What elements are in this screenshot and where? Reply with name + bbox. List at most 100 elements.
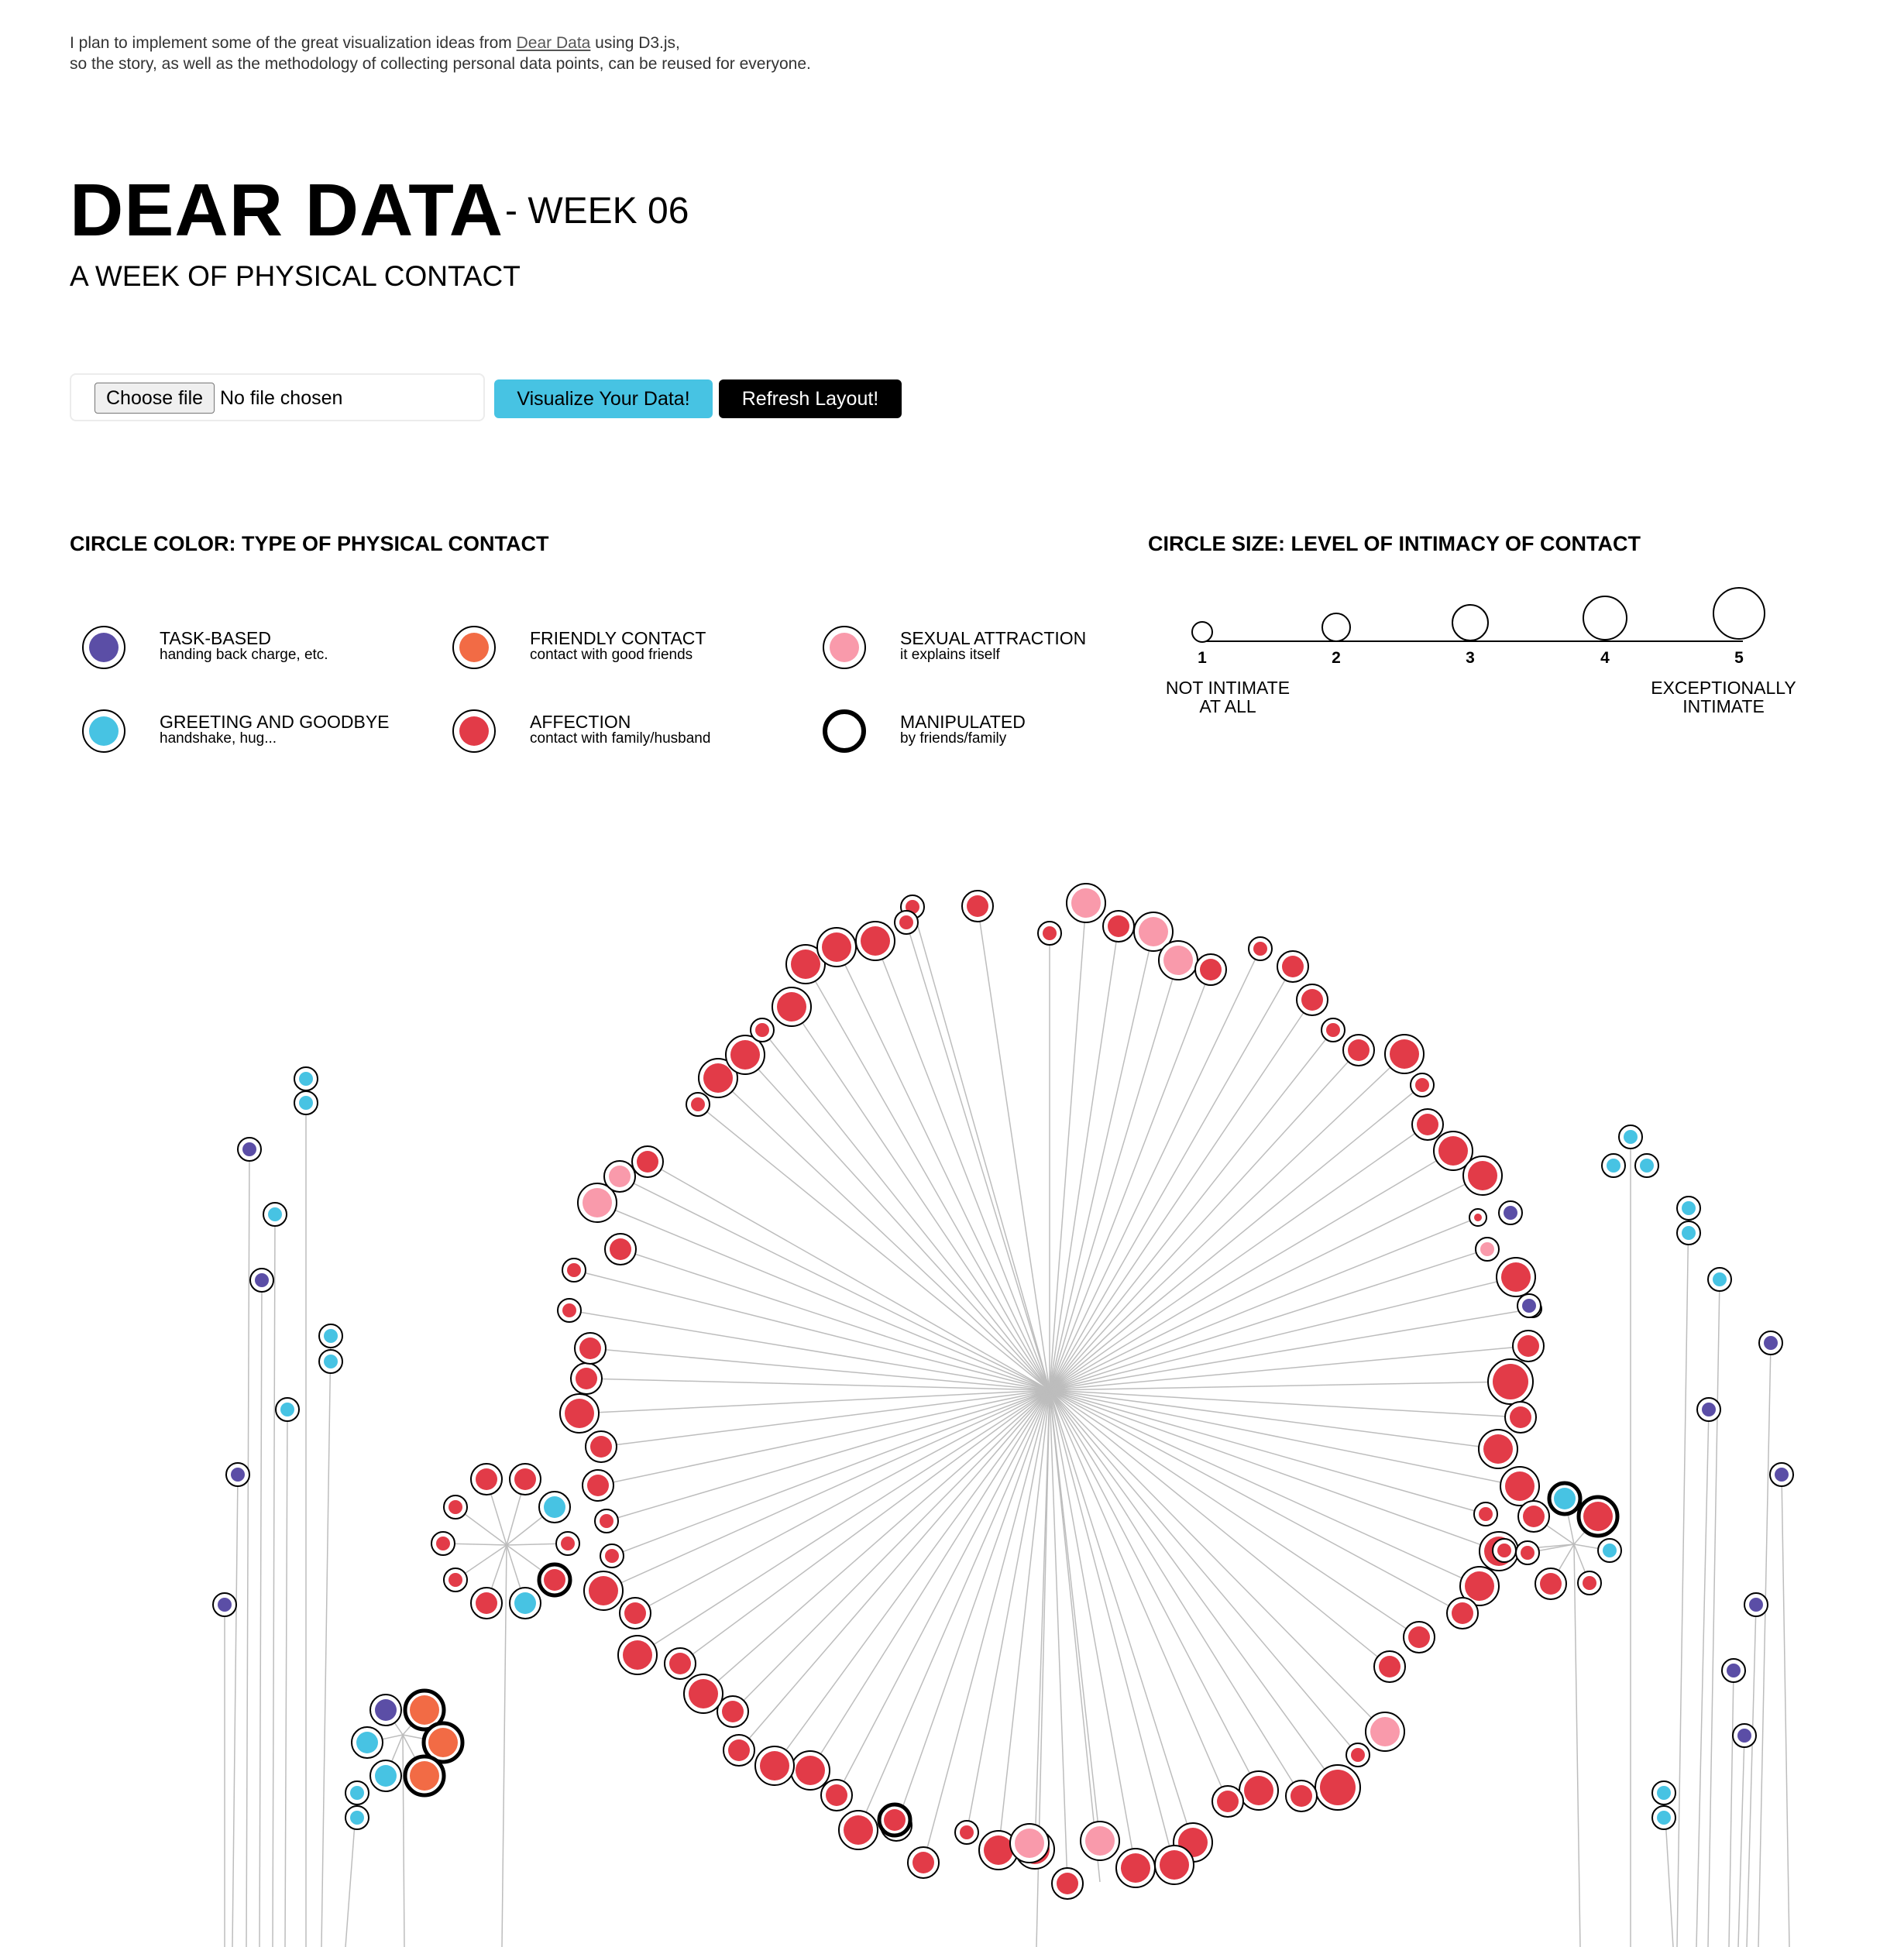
contact-node-affection[interactable] [1577,1571,1602,1595]
contact-node-greeting[interactable] [1547,1481,1583,1516]
contact-node-greeting[interactable] [294,1090,318,1115]
contact-node-affection[interactable] [1051,1867,1084,1900]
contact-node-affection[interactable] [1535,1568,1567,1600]
contact-node-greeting[interactable] [275,1397,300,1422]
contact-node-affection[interactable] [1346,1743,1370,1767]
contact-node-affection[interactable] [664,1647,696,1680]
contact-node-affection[interactable] [1248,936,1273,961]
contact-node-affection[interactable] [617,1635,658,1675]
contact-node-greeting[interactable] [294,1066,318,1091]
contact-node-affection[interactable] [431,1531,455,1556]
contact-node-affection[interactable] [1373,1650,1406,1683]
contact-node-task[interactable] [1769,1462,1794,1487]
contact-node-affection[interactable] [816,927,857,967]
contact-node-affection[interactable] [750,1018,775,1042]
contact-node-affection[interactable] [1459,1566,1500,1606]
contact-node-affection[interactable] [631,1145,664,1178]
contact-node-greeting[interactable] [1651,1805,1676,1830]
contact-node-sexual[interactable] [603,1160,636,1193]
contact-node-sexual[interactable] [1365,1712,1405,1752]
contact-node-affection[interactable] [555,1531,580,1556]
contact-node-affection[interactable] [570,1362,603,1395]
contact-node-affection[interactable] [717,1695,749,1728]
contact-node-affection[interactable] [1115,1848,1156,1888]
contact-node-affection[interactable] [1321,1018,1346,1042]
contact-node-affection[interactable] [537,1562,572,1598]
contact-node-task[interactable] [1758,1331,1783,1355]
contact-node-affection[interactable] [1473,1502,1498,1526]
contact-node-affection[interactable] [790,1750,830,1791]
contact-node-task[interactable] [1744,1592,1768,1617]
contact-node-affection[interactable] [698,1058,738,1098]
contact-network-visualization[interactable] [0,836,1904,1947]
contact-node-friendly[interactable] [403,1754,446,1798]
contact-node-greeting[interactable] [263,1202,287,1227]
contact-node-task[interactable] [1721,1658,1746,1683]
contact-node-affection[interactable] [557,1298,582,1323]
contact-node-affection[interactable] [978,1830,1019,1870]
contact-node-affection[interactable] [1478,1429,1518,1469]
contact-node-greeting[interactable] [1707,1267,1732,1292]
contact-node-affection[interactable] [954,1820,979,1845]
contact-node-greeting[interactable] [1597,1538,1622,1563]
contact-node-affection[interactable] [1384,1034,1425,1074]
contact-node-affection[interactable] [754,1746,795,1786]
contact-node-affection[interactable] [877,1802,912,1838]
contact-node-affection[interactable] [600,1544,624,1568]
visualize-button[interactable]: Visualize Your Data! [494,379,713,418]
contact-node-affection[interactable] [1446,1597,1479,1629]
contact-node-affection[interactable] [1433,1131,1473,1171]
contact-node-affection[interactable] [855,921,895,961]
contact-node-affection[interactable] [1194,953,1227,986]
contact-node-affection[interactable] [594,1509,619,1533]
contact-node-affection[interactable] [1500,1466,1540,1506]
contact-node-affection[interactable] [1512,1330,1545,1362]
contact-node-affection[interactable] [582,1469,614,1502]
contact-node-greeting[interactable] [538,1491,571,1523]
contact-node-task[interactable] [1517,1293,1541,1318]
contact-node-affection[interactable] [1496,1257,1536,1297]
contact-node-affection[interactable] [683,1674,723,1714]
contact-node-affection[interactable] [1239,1770,1279,1811]
contact-node-sexual[interactable] [577,1183,617,1223]
contact-node-greeting[interactable] [1618,1125,1643,1149]
contact-node-affection[interactable] [619,1597,651,1629]
contact-node-affection[interactable] [509,1463,541,1495]
contact-node-affection[interactable] [1277,950,1309,983]
refresh-layout-button[interactable]: Refresh Layout! [719,379,902,418]
choose-file-button[interactable]: Choose file [95,383,215,414]
contact-node-affection[interactable] [1102,910,1135,943]
contact-node-affection[interactable] [723,1734,755,1767]
contact-node-greeting[interactable] [1676,1196,1701,1221]
contact-node-friendly[interactable] [403,1688,446,1732]
contact-node-affection[interactable] [604,1233,637,1265]
contact-node-task[interactable] [212,1592,237,1617]
contact-node-affection[interactable] [725,1035,765,1075]
contact-node-affection[interactable] [583,1571,624,1611]
contact-node-sexual[interactable] [1158,940,1198,980]
contact-node-affection[interactable] [894,910,919,935]
contact-node-sexual[interactable] [1133,912,1174,952]
contact-node-affection[interactable] [1517,1500,1550,1533]
contact-node-greeting[interactable] [345,1805,369,1830]
contact-node-affection[interactable] [574,1332,607,1365]
contact-node-affection[interactable] [585,1430,617,1463]
contact-node-affection[interactable] [1315,1764,1361,1811]
contact-node-affection[interactable] [961,890,994,922]
contact-node-affection[interactable] [686,1092,710,1117]
contact-node-affection[interactable] [1462,1155,1503,1196]
contact-node-sexual[interactable] [1475,1237,1500,1262]
contact-node-greeting[interactable] [351,1726,383,1759]
contact-node-greeting[interactable] [345,1780,369,1805]
contact-node-affection[interactable] [838,1810,878,1850]
contact-node-greeting[interactable] [318,1324,343,1348]
contact-node-affection[interactable] [1469,1208,1487,1227]
contact-node-affection[interactable] [1285,1780,1318,1812]
contact-node-task[interactable] [237,1137,262,1162]
contact-node-affection[interactable] [1037,921,1062,946]
contact-node-affection[interactable] [1342,1034,1375,1066]
contact-node-affection[interactable] [820,1779,853,1811]
contact-node-sexual[interactable] [1009,1823,1050,1863]
contact-node-affection[interactable] [443,1495,468,1519]
contact-node-task[interactable] [369,1694,402,1726]
